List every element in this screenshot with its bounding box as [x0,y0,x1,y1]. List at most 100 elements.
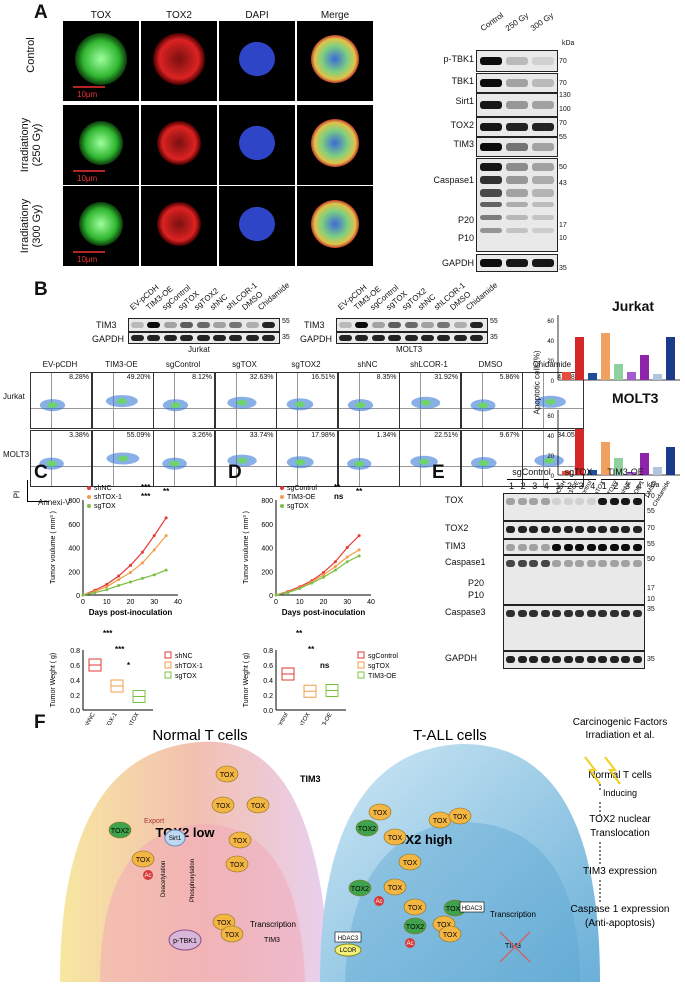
mw-marker: 10 [559,235,567,242]
flow-plot: 31.92% [399,372,461,429]
blot-strip [503,605,645,651]
panel-a-row-label: Control [5,21,57,101]
blot-band [532,79,554,87]
tox-protein-text: TOX [388,885,403,892]
flow-condition-label: sgControl [165,360,201,369]
tox-protein [368,803,392,821]
blot-band [586,544,596,551]
mw-marker: 43 [559,180,567,187]
series-line [82,517,167,596]
blot-band [262,322,276,328]
y-tick: 0.6 [70,663,80,670]
hdac3-box [459,901,485,913]
blot-band [506,228,528,233]
flow-scatter [39,399,66,412]
mw-marker: 130 [559,92,571,99]
flow-percent: 8.28% [69,374,89,381]
series-point [357,554,361,558]
blot-row-name: p-TBK1 [443,54,474,64]
normal-title: Normal T cells [152,727,247,744]
transcription-label: Transcription [250,920,296,929]
significance: *** [141,483,151,492]
cell-image: 10μm [73,202,123,264]
y-tick: 0.6 [263,663,273,670]
row-label-line: Irradiationy [19,198,31,254]
blot-band [540,560,550,567]
blot-band [532,163,554,171]
flow-step: Translocation [590,828,650,839]
cell-image [311,119,359,167]
mw-marker: 70 [559,120,567,127]
ac-dot [405,938,415,948]
tox2-protein-text: TOX2 [406,924,424,931]
series-point [117,574,121,578]
tim3-gene-label: TIM3 [505,943,521,950]
blot-band [480,163,502,171]
legend-marker [164,671,172,679]
flow-percent: 33.74% [249,432,274,439]
series-point [333,560,337,564]
blot-band [632,526,642,533]
cell-image [153,33,205,85]
y-tick: 0.8 [263,648,273,655]
series-point [117,584,121,587]
cell-line-label: MOLT3 [396,345,423,354]
series-point [105,585,109,589]
blot-band [480,228,502,233]
mw-marker: 70 [647,493,655,500]
flow-axis-x: Annexi-V [38,498,71,507]
series-point [333,568,337,572]
flow-plot: 1.34% [337,430,400,487]
blot-band [421,322,434,328]
tox-protein-text: TOX [388,835,403,842]
legend-marker [357,671,365,679]
flow-step: (Anti-apoptosis) [585,918,655,929]
tox-protein [220,925,244,943]
legend-marker [357,651,365,659]
microscopy-cell [141,186,217,266]
series-line [82,535,167,596]
series-point [322,573,325,577]
x-label: Days post-inoculation [89,608,173,617]
blot-band [609,656,619,663]
flow-scatter [534,454,564,467]
flow-condition-label: shNC [357,360,378,369]
blot-band [506,526,515,533]
lightning-icon [584,756,601,785]
mw-marker: 35 [647,656,655,663]
scatter-core [420,399,431,406]
flow-plot: 22.51% [399,430,461,487]
significance: ns [320,661,330,670]
flow-scatter [470,457,497,470]
legend-label: shNC [94,485,112,492]
flow-step: Irradiation et al. [586,730,655,741]
scatter-core [236,399,247,406]
series-point [129,570,132,574]
blot-band [598,656,607,663]
bar-tick: 40 [547,434,554,440]
hdac3-label: HDAC3 [462,906,483,912]
blot-band [609,526,619,533]
blot-band [532,215,554,220]
significance: *** [141,492,151,501]
blot-band [586,498,596,505]
blot-band [480,143,502,151]
blot-row-name: P10 [457,233,474,243]
blot-band [563,560,573,567]
mw-marker: 100 [559,106,571,113]
blot-band [245,335,259,341]
tox-protein [131,850,155,868]
flow-step: Caspase 1 expression [571,904,670,915]
series-point [152,573,156,577]
mw-marker: 55 [282,318,290,325]
blot-band [598,526,607,533]
tox-protein-text: TOX [453,814,468,821]
series-line [82,569,167,596]
blot-band [480,202,502,207]
x-tick: 20 [320,599,328,606]
tox-protein-text: TOX [251,803,266,810]
mw-marker: 55 [490,318,498,325]
flow-scatter [226,454,257,467]
microscopy-cell [219,21,295,101]
blot-band [453,335,467,341]
